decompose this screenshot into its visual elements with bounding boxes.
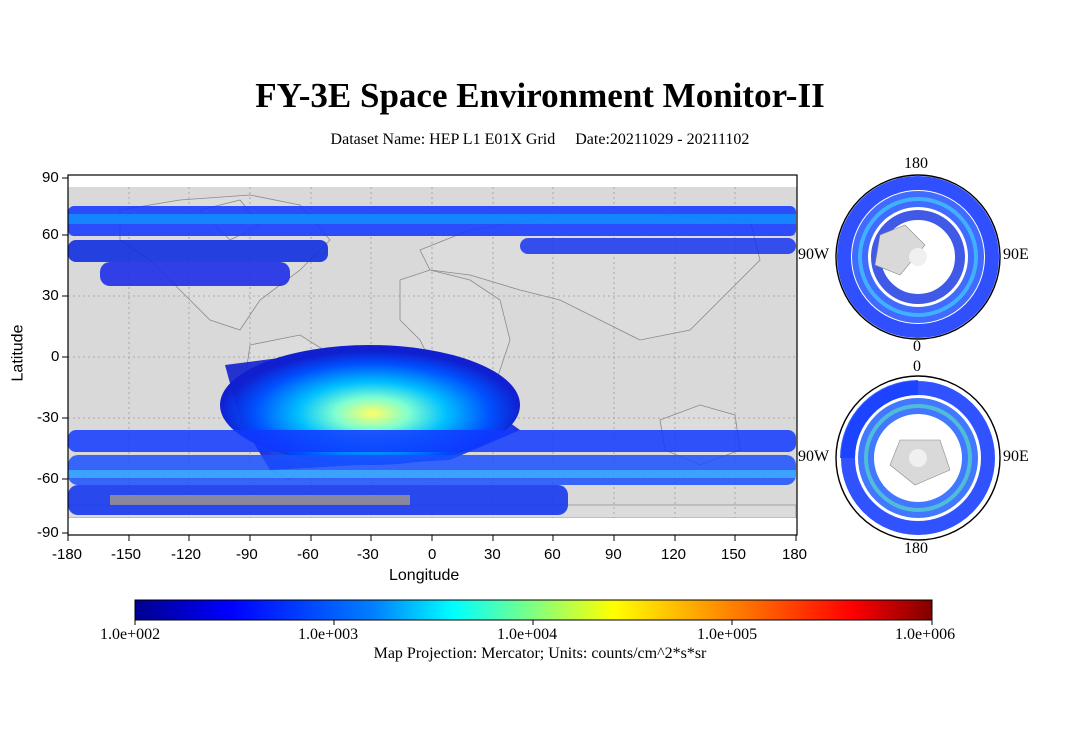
y-tick-label: 30 <box>42 287 59 304</box>
x-tick-label: -150 <box>111 546 142 563</box>
tick-marks <box>62 177 797 541</box>
x-tick-label: -120 <box>171 546 202 563</box>
y-axis-title: Latitude <box>9 324 27 382</box>
north-polar-plot <box>835 174 1001 340</box>
x-tick-label: 120 <box>661 546 687 563</box>
y-tick-label: -90 <box>37 524 59 541</box>
colorbar-label: 1.0e+003 <box>298 626 359 643</box>
x-tick-label: 180 <box>782 546 808 563</box>
north-polar-bottom-label: 0 <box>913 338 921 355</box>
colorbar-label: 1.0e+005 <box>697 626 758 643</box>
y-tick-label: 60 <box>42 226 59 243</box>
x-axis-title: Longitude <box>389 567 460 584</box>
x-tick-label: -60 <box>297 546 319 563</box>
colorbar-ticks <box>134 620 933 625</box>
chart-title: FY-3E Space Environment Monitor-II <box>255 76 825 115</box>
south-polar-bottom-label: 180 <box>904 540 928 557</box>
x-tick-label: -90 <box>236 546 258 563</box>
y-tick-label: -30 <box>37 409 59 426</box>
north-polar-left-label: 90W <box>798 246 830 263</box>
south-polar-left-label: 90W <box>798 448 830 465</box>
y-tick-label: 90 <box>42 169 59 186</box>
x-tick-label: 60 <box>544 546 561 563</box>
x-tick-label: 150 <box>721 546 747 563</box>
x-tick-label: 30 <box>484 546 501 563</box>
south-polar-right-label: 90E <box>1003 448 1029 465</box>
north-polar-right-label: 90E <box>1003 246 1029 263</box>
date-range: Date:20211029 - 20211102 <box>575 131 750 148</box>
colorbar-label: 1.0e+004 <box>497 626 558 643</box>
flux-data <box>68 206 796 515</box>
x-tick-label: 90 <box>605 546 622 563</box>
x-tick-label: -30 <box>357 546 379 563</box>
colorbar <box>134 599 933 621</box>
y-tick-label: -60 <box>37 470 59 487</box>
colorbar-label: 1.0e+002 <box>100 626 161 643</box>
y-tick-label: 0 <box>51 348 60 365</box>
chart-subtitle: Dataset Name: HEP L1 E01X Grid Date:2021… <box>0 131 1080 149</box>
dataset-name: Dataset Name: HEP L1 E01X Grid <box>330 131 556 148</box>
south-polar-plot <box>835 375 1001 541</box>
south-polar-top-label: 0 <box>913 358 921 375</box>
colorbar-label: 1.0e+006 <box>895 626 956 643</box>
x-tick-label: 0 <box>428 546 437 563</box>
x-tick-label: -180 <box>52 546 83 563</box>
north-polar-top-label: 180 <box>904 155 928 172</box>
projection-units-note: Map Projection: Mercator; Units: counts/… <box>373 645 707 662</box>
